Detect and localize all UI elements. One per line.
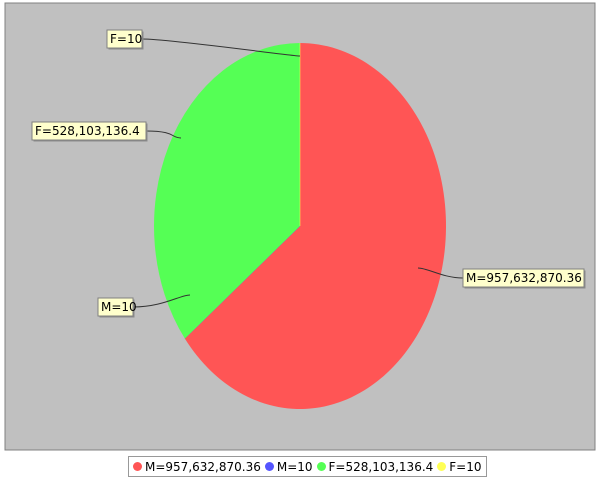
label-box [97,297,134,317]
pie-slice [154,43,300,339]
legend-marker [133,462,142,471]
slice-label: F=10 [110,32,142,46]
pie-labels-layer: M=957,632,870.36 M=10 F=528,103,136.4 F=10 [31,29,586,318]
label-box [31,121,147,141]
label-link-line [141,38,301,57]
legend: M=957,632,870.36 M=10 F=528,103,136.4 F=… [128,456,487,477]
plot-area: M=957,632,870.36 M=10 F=528,103,136.4 F=10 [4,2,596,451]
legend-marker [437,462,447,471]
label-link-line [132,294,191,308]
legend-item: M=957,632,870.36 [133,460,261,474]
legend-label: F=10 [449,459,482,474]
legend-item: F=528,103,136.4 [316,459,434,474]
label-link-line [145,130,182,139]
pie-label-links [132,38,464,308]
label-link-line [417,267,464,279]
pie-slice [184,43,447,409]
legend-marker [316,462,326,471]
legend-label: M=10 [276,459,313,474]
legend-label: F=528,103,136.4 [328,459,434,474]
legend-item: F=10 [437,459,482,474]
legend-label: M=957,632,870.36 [145,459,261,474]
label-box [106,29,143,49]
legend-marker [264,462,274,471]
slice-label: F=528,103,136.4 [35,124,140,138]
legend-item: M=10 [264,459,313,474]
label-box [462,268,585,288]
slice-label: M=10 [101,300,137,314]
slice-label: M=957,632,870.36 [466,271,582,285]
pie-slices-layer [154,43,447,409]
